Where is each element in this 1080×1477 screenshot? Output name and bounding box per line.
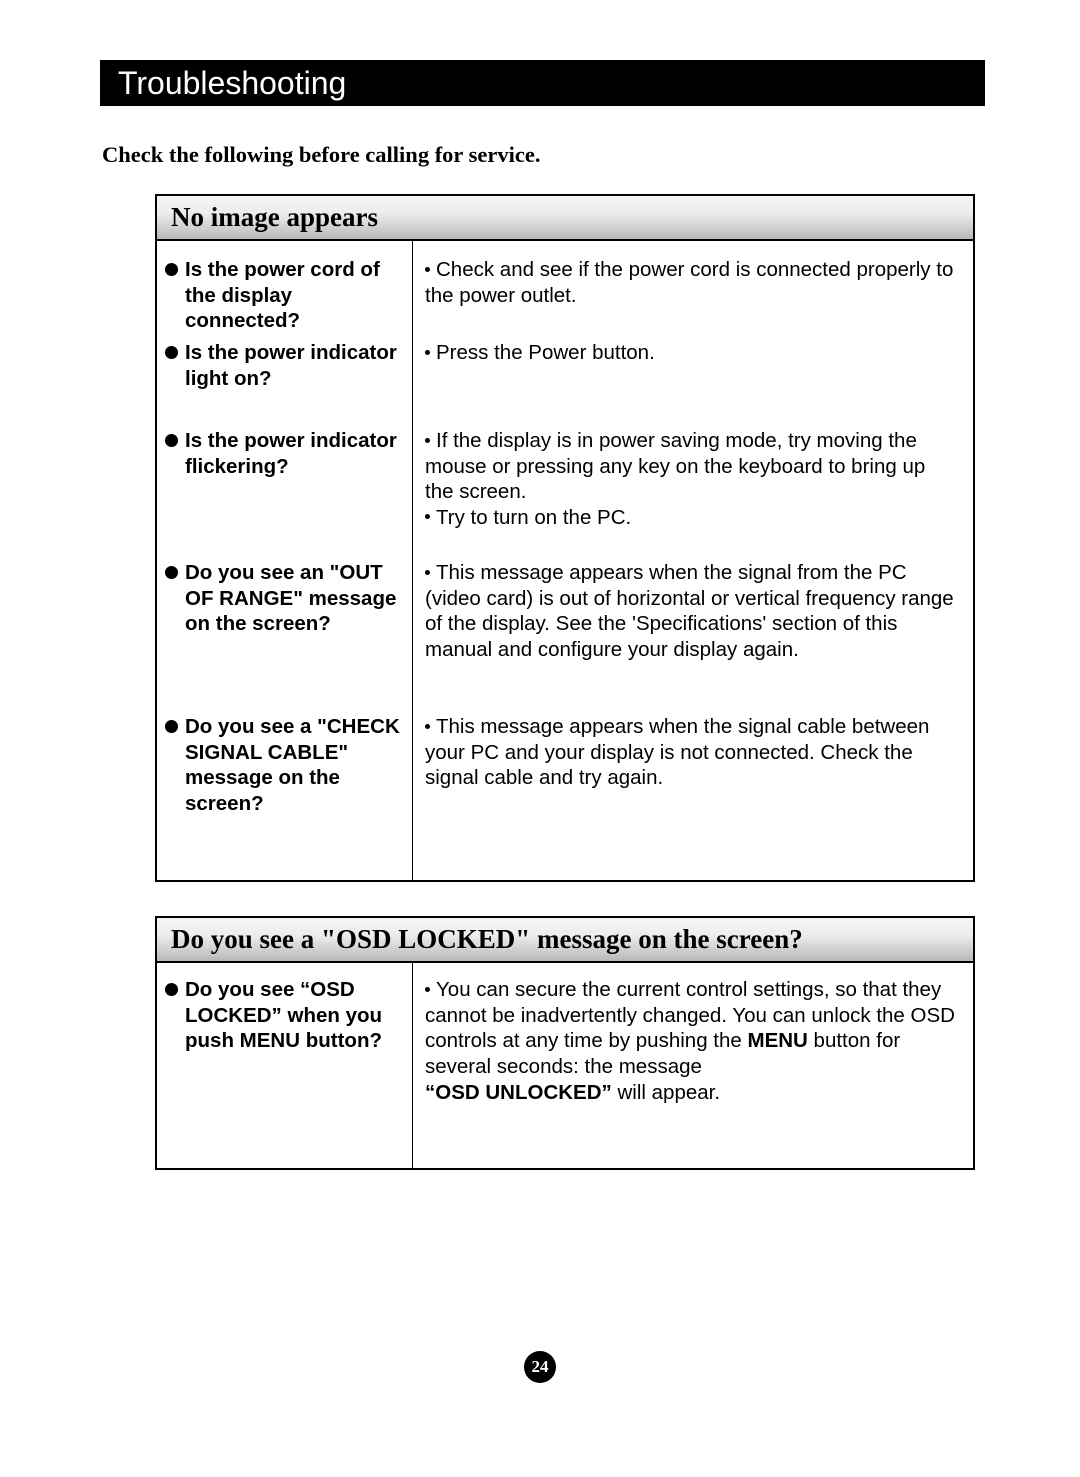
dot-icon [425, 350, 430, 355]
a-text: This message appears when the signal fro… [425, 561, 954, 661]
section-osd-locked: Do you see a "OSD LOCKED" message on the… [155, 916, 975, 1170]
section1-questions: Is the power cord of the display connect… [157, 241, 413, 880]
a-text: Press the Power button. [436, 341, 655, 364]
q-power-indicator-on: Is the power indicator light on? [165, 340, 406, 428]
dot-icon [425, 438, 430, 443]
q-power-cord: Is the power cord of the display connect… [165, 257, 406, 340]
q-text: Is the power indicator light on? [185, 340, 406, 391]
q-check-signal-cable: Do you see a "CHECK SIGNAL CABLE" messag… [165, 714, 406, 864]
a-text: If the display is in power saving mode, … [425, 429, 925, 503]
page-number-badge: 24 [524, 1351, 556, 1383]
q-text: Is the power indicator flickering? [185, 428, 406, 479]
bullet-icon [165, 720, 178, 733]
page-content: Troubleshooting Check the following befo… [0, 0, 1080, 1170]
bullet-icon [165, 983, 178, 996]
bullet-icon [165, 434, 178, 447]
a-bold: “OSD UNLOCKED” [425, 1081, 612, 1104]
dot-icon [425, 570, 430, 575]
q-text: Do you see “OSD LOCKED” when you push ME… [185, 977, 406, 1054]
a-text: Check and see if the power cord is conne… [425, 258, 953, 307]
q-text: Do you see a "CHECK SIGNAL CABLE" messag… [185, 714, 406, 817]
dot-icon [425, 987, 430, 992]
section2-questions: Do you see “OSD LOCKED” when you push ME… [157, 963, 413, 1168]
a-check-signal-cable: This message appears when the signal cab… [425, 714, 955, 864]
title-bar: Troubleshooting [100, 60, 985, 106]
a-osd-locked: You can secure the current control setti… [425, 977, 955, 1105]
section2-title: Do you see a "OSD LOCKED" message on the… [157, 918, 973, 963]
a-bold: MENU [748, 1029, 808, 1052]
section1-body: Is the power cord of the display connect… [157, 241, 973, 880]
a-power-cord: Check and see if the power cord is conne… [425, 257, 955, 340]
section2-answers: You can secure the current control setti… [413, 963, 973, 1168]
a-out-of-range: This message appears when the signal fro… [425, 560, 955, 714]
bullet-icon [165, 566, 178, 579]
page-number: 24 [532, 1357, 549, 1377]
section1-answers: Check and see if the power cord is conne… [413, 241, 973, 880]
spacer [100, 882, 985, 916]
q-osd-locked: Do you see “OSD LOCKED” when you push ME… [165, 977, 406, 1054]
dot-icon [425, 724, 430, 729]
section1-title: No image appears [157, 196, 973, 241]
q-text: Is the power cord of the display connect… [185, 257, 406, 334]
q-text: Do you see an "OUT OF RANGE" message on … [185, 560, 406, 637]
subtitle: Check the following before calling for s… [102, 142, 985, 168]
a-power-indicator-flickering: If the display is in power saving mode, … [425, 428, 955, 560]
a-text: This message appears when the signal cab… [425, 715, 929, 789]
q-power-indicator-flickering: Is the power indicator flickering? [165, 428, 406, 560]
bullet-icon [165, 346, 178, 359]
section2-body: Do you see “OSD LOCKED” when you push ME… [157, 963, 973, 1168]
dot-icon [425, 267, 430, 272]
dot-icon [425, 514, 430, 519]
a-power-indicator-on: Press the Power button. [425, 340, 955, 428]
page-title: Troubleshooting [118, 65, 346, 102]
a-text: will appear. [612, 1081, 720, 1104]
bullet-icon [165, 263, 178, 276]
section-no-image-appears: No image appears Is the power cord of th… [155, 194, 975, 882]
q-out-of-range: Do you see an "OUT OF RANGE" message on … [165, 560, 406, 714]
a-text: Try to turn on the PC. [436, 506, 631, 529]
